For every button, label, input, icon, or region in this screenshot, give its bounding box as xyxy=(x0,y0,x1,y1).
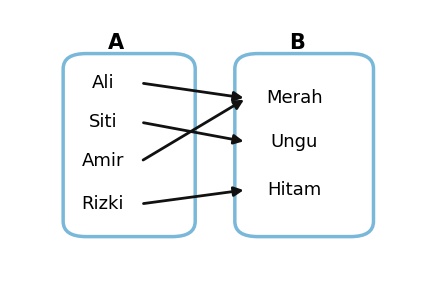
FancyBboxPatch shape xyxy=(63,53,195,237)
Text: Ali: Ali xyxy=(92,74,114,92)
Text: Merah: Merah xyxy=(266,89,322,107)
Text: Ungu: Ungu xyxy=(271,133,318,151)
Text: Siti: Siti xyxy=(89,113,117,131)
Text: Hitam: Hitam xyxy=(267,181,321,199)
Text: Amir: Amir xyxy=(81,153,124,170)
Text: A: A xyxy=(108,33,124,53)
FancyBboxPatch shape xyxy=(235,53,374,237)
Text: B: B xyxy=(290,33,305,53)
Text: Rizki: Rizki xyxy=(81,195,124,213)
